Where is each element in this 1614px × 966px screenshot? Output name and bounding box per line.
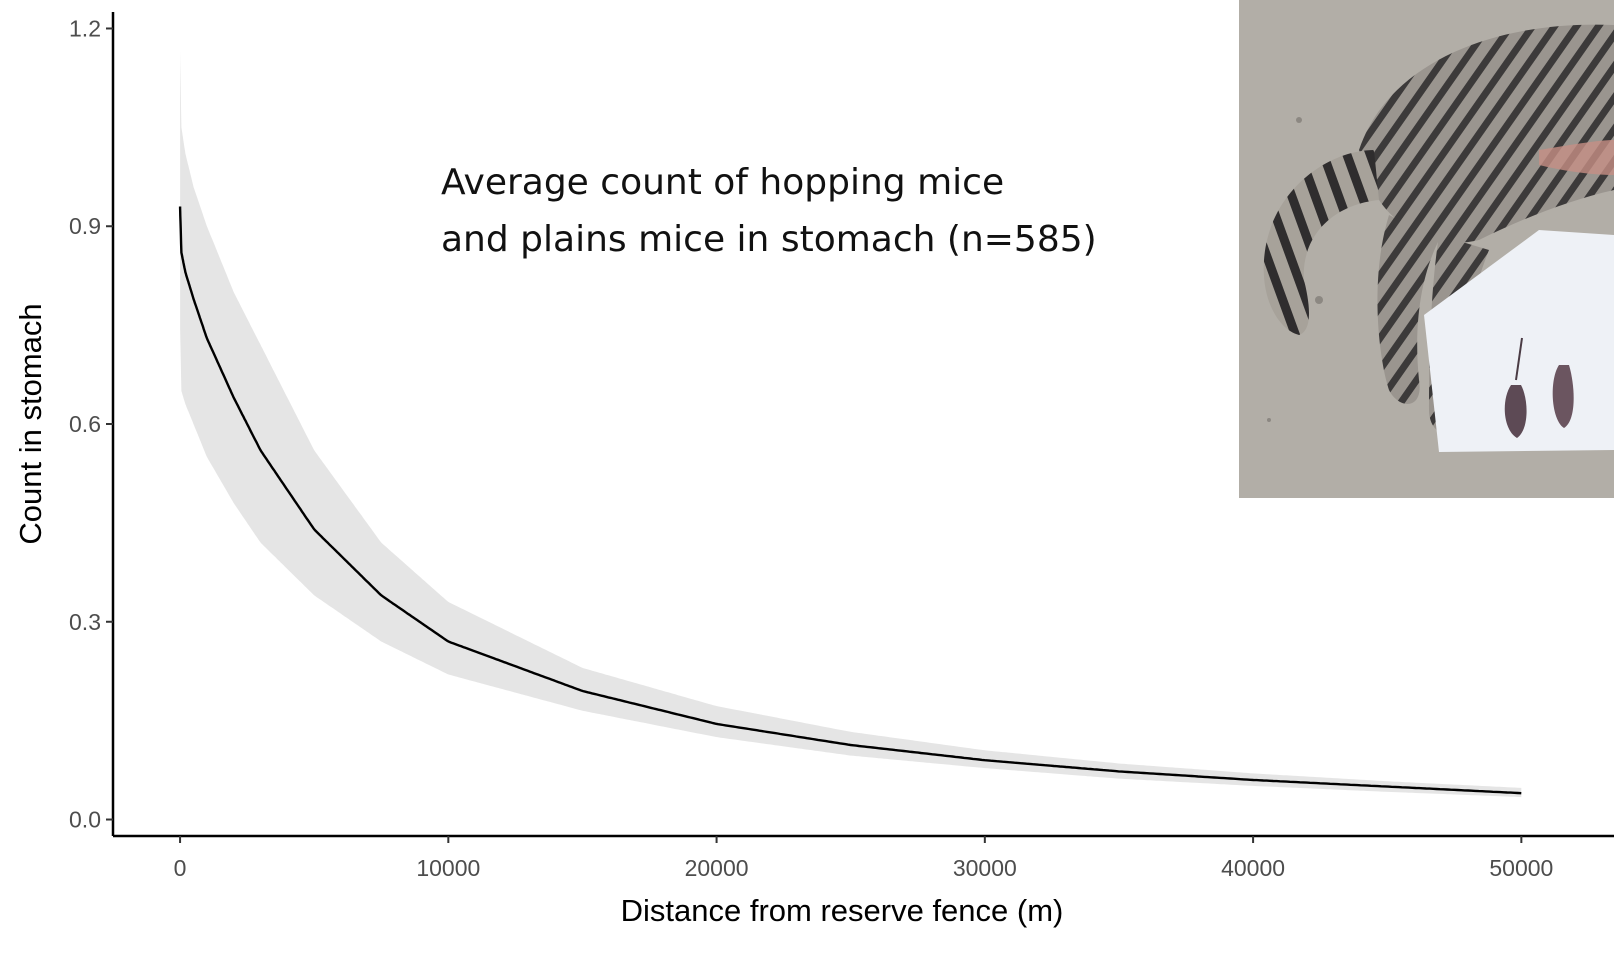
y-tick-label: 0.3 <box>69 609 101 635</box>
y-axis-title: Count in stomach <box>13 303 48 544</box>
x-tick-label: 20000 <box>685 855 749 881</box>
y-tick-label: 1.2 <box>69 15 101 41</box>
chart-annotation-line-2: and plains mice in stomach (n=585) <box>441 219 1097 260</box>
cat-photo-illustration <box>1239 0 1614 498</box>
chart-annotation-line-1: Average count of hopping mice <box>441 162 1004 203</box>
y-tick-label: 0.9 <box>69 213 101 239</box>
axes: 0.0 0.3 0.6 0.9 1.2 0 10000 20000 30000 40000 5000… <box>69 12 1614 881</box>
x-tick-label: 50000 <box>1489 855 1553 881</box>
x-tick-label: 30000 <box>953 855 1017 881</box>
x-axis-title: Distance from reserve fence (m) <box>621 893 1064 928</box>
plot-area <box>178 48 1522 798</box>
fitted-line <box>178 206 1522 795</box>
x-tick-label: 10000 <box>416 855 480 881</box>
y-tick-label: 0.0 <box>69 807 101 833</box>
cat-photo-image <box>1239 0 1614 498</box>
x-tick-label: 0 <box>174 855 187 881</box>
y-tick-label: 0.6 <box>69 411 101 437</box>
x-tick-label: 40000 <box>1221 855 1285 881</box>
